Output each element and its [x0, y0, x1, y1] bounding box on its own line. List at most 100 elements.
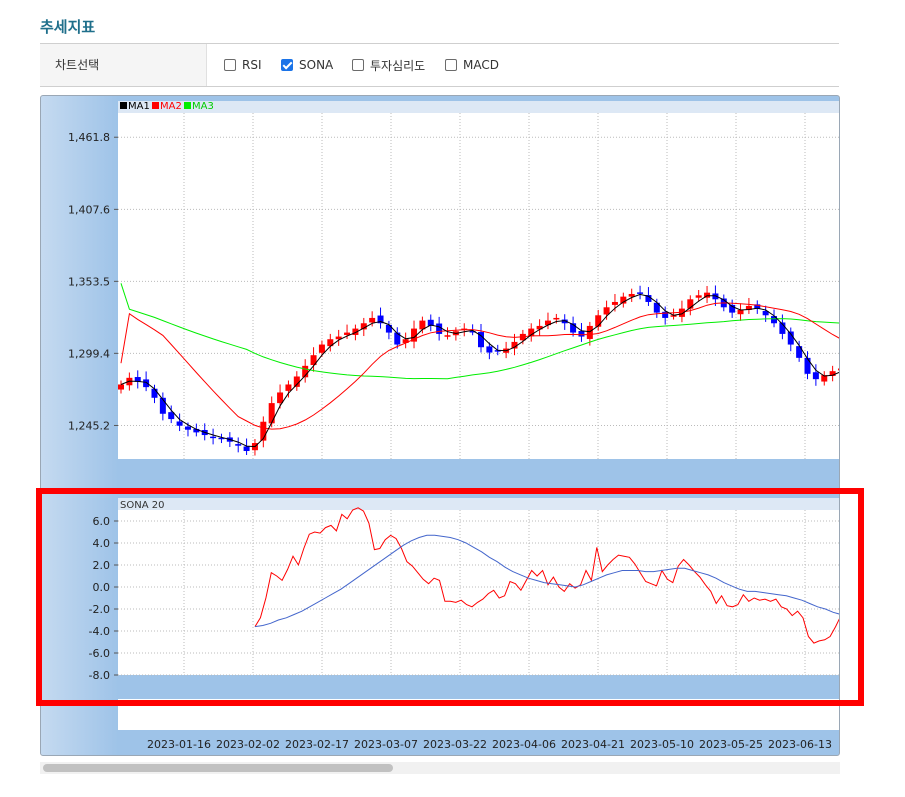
candle-body	[210, 436, 217, 439]
sona-y-tick-label: -8.0	[89, 669, 110, 682]
candle-body	[243, 446, 250, 452]
scrollbar-thumb[interactable]	[43, 764, 393, 772]
candle-body	[796, 346, 803, 358]
top-divider	[40, 43, 839, 44]
candle-body	[360, 323, 367, 330]
candle-body	[511, 341, 518, 349]
candle-body	[729, 304, 736, 313]
candle-body	[277, 392, 284, 404]
sona-y-tick-label: 4.0	[93, 537, 111, 550]
candle-body	[494, 350, 501, 352]
legend-ma1-label: MA1	[128, 101, 150, 112]
price-y-tick-label: 1,461.8	[68, 131, 110, 144]
candle-body	[394, 332, 401, 345]
candle-body	[411, 328, 418, 342]
candle-body	[595, 315, 602, 327]
x-tick-label: 2023-05-10	[630, 738, 694, 751]
candle-body	[695, 295, 702, 298]
candle-body	[318, 344, 325, 353]
chart-select-label: 차트선택	[40, 44, 207, 86]
sona-y-tick-label: 6.0	[93, 515, 111, 528]
x-axis-labels: 2023-01-16 2023-02-02 2023-02-17 2023-03-07…	[147, 738, 832, 751]
candle-body	[235, 444, 242, 446]
candle-body	[787, 331, 794, 345]
candle-body	[553, 317, 560, 320]
sona-y-tick-label: -2.0	[89, 603, 110, 616]
macd-option[interactable]: MACD	[445, 57, 499, 73]
candle-body	[469, 330, 476, 333]
candle-body	[260, 421, 267, 441]
price-grid	[118, 113, 839, 459]
candle-body	[419, 320, 426, 330]
x-tick-label: 2023-05-25	[699, 738, 763, 751]
legend-ma1-swatch	[120, 102, 127, 109]
candle-body	[344, 332, 351, 335]
rsi-option[interactable]: RSI	[224, 57, 262, 73]
x-tick-label: 2023-04-21	[561, 738, 625, 751]
candle-body	[645, 295, 652, 302]
candle-body	[687, 299, 694, 309]
candle-body	[812, 372, 819, 380]
chart-select-row: 차트선택 RSI SONA 투자심리도 MACD	[40, 44, 839, 87]
candle-body	[486, 346, 493, 353]
sona-y-axis: 6.0 4.0 2.0 0.0 -2.0 -4.0 -6.0 -8.0	[89, 515, 118, 682]
candle-body	[168, 412, 175, 420]
sona-label: SONA	[299, 58, 334, 72]
psychology-checkbox[interactable]	[352, 59, 364, 71]
candle-body	[838, 368, 839, 371]
price-plot-area	[118, 113, 839, 459]
sona-option[interactable]: SONA	[281, 57, 333, 73]
x-tick-label: 2023-01-16	[147, 738, 211, 751]
candle-body	[570, 323, 577, 333]
sona-grid	[118, 510, 839, 676]
ma2-line	[120, 302, 839, 430]
chart-container: 1,461.8 1,407.6 1,353.5 1,299.4 1,245.2 MA1 …	[40, 95, 840, 756]
candle-body	[754, 304, 761, 309]
sona-y-tick-label: 2.0	[93, 559, 111, 572]
price-y-tick-label: 1,353.5	[68, 275, 110, 288]
candle-body	[176, 421, 183, 426]
sona-plot-area	[118, 510, 839, 675]
price-candles	[118, 285, 839, 456]
psychology-label: 투자심리도	[370, 58, 426, 73]
price-y-axis: 1,461.8 1,407.6 1,353.5 1,299.4 1,245.2	[68, 131, 118, 432]
sona-y-tick-label: 0.0	[93, 581, 111, 594]
candle-body	[385, 324, 392, 333]
sona-signal-line	[254, 534, 839, 628]
x-tick-label: 2023-06-13	[768, 738, 832, 751]
price-y-tick-label: 1,299.4	[68, 347, 110, 360]
candle-body	[377, 315, 384, 324]
candle-body	[118, 384, 124, 390]
sona-lines	[254, 507, 839, 644]
candle-body	[762, 311, 769, 316]
sona-checkbox[interactable]	[281, 59, 293, 71]
psychology-option[interactable]: 투자심리도	[352, 57, 425, 73]
candle-body	[804, 357, 811, 374]
candle-body	[670, 315, 677, 317]
sona-title-bar	[118, 498, 839, 510]
candle-body	[159, 397, 166, 414]
candle-body	[193, 428, 200, 433]
candle-body	[310, 355, 317, 366]
x-tick-label: 2023-02-02	[216, 738, 280, 751]
candle-body	[218, 437, 225, 440]
ma1-line	[120, 293, 839, 448]
candle-body	[335, 336, 342, 340]
price-legend-bar	[118, 101, 839, 113]
rsi-label: RSI	[242, 58, 262, 72]
candle-body	[745, 305, 752, 310]
candle-body	[586, 325, 593, 339]
candle-body	[620, 296, 627, 304]
macd-checkbox[interactable]	[445, 59, 457, 71]
candle-body	[829, 371, 836, 376]
candle-body	[369, 317, 376, 323]
macd-label: MACD	[463, 58, 499, 72]
price-legend: MA1 MA2 MA3	[120, 101, 214, 112]
candle-body	[528, 328, 535, 337]
sona-title: SONA 20	[120, 500, 164, 511]
rsi-checkbox[interactable]	[224, 59, 236, 71]
candle-body	[268, 403, 275, 424]
x-tick-label: 2023-02-17	[285, 738, 349, 751]
candle-body	[712, 293, 719, 300]
candle-body	[561, 319, 568, 324]
